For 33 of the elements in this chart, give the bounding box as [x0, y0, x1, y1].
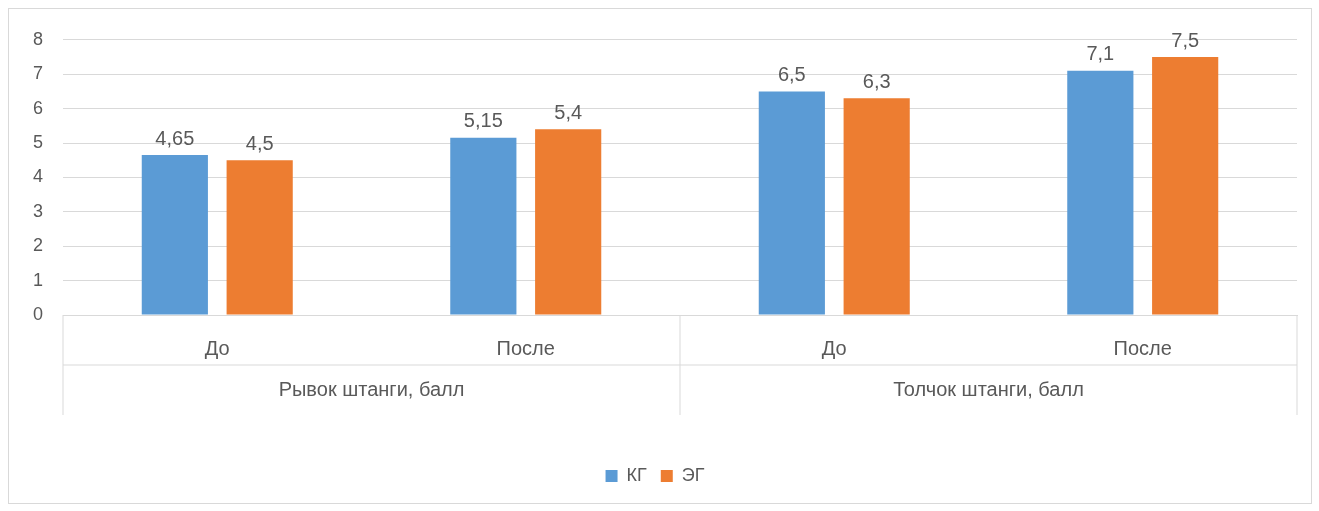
- data-label: 7,5: [1171, 28, 1200, 51]
- bar: [758, 91, 825, 315]
- data-label: 4,5: [245, 131, 274, 154]
- bar: [843, 98, 910, 315]
- data-label: 7,1: [1086, 42, 1115, 65]
- data-label: 6,3: [862, 69, 891, 92]
- data-label: 5,4: [554, 100, 583, 123]
- text: Рывок штанги, балл: [278, 377, 465, 400]
- x-tick-label: После: [1113, 336, 1172, 359]
- x-tick-label: До: [821, 336, 847, 359]
- bar: [141, 155, 208, 315]
- y-tick-label: 2: [33, 235, 44, 256]
- data-label: 6,5: [777, 62, 806, 85]
- bar: [535, 129, 602, 315]
- y-tick-label: 6: [33, 97, 44, 118]
- text: Толчок штанги, балл: [893, 377, 1084, 400]
- y-tick-label: 5: [33, 131, 44, 152]
- y-tick-label: 0: [33, 303, 44, 324]
- legend-label: КГ: [626, 464, 648, 485]
- legend-label: ЭГ: [681, 464, 705, 485]
- bar: [1152, 57, 1219, 315]
- x-tick-label: До: [204, 336, 230, 359]
- y-tick-label: 8: [33, 28, 44, 49]
- y-tick-label: 1: [33, 269, 44, 290]
- bar: [226, 160, 293, 315]
- y-tick-label: 7: [33, 63, 44, 84]
- bar: [1067, 70, 1134, 315]
- y-tick-label: 4: [33, 166, 44, 187]
- y-tick-label: 3: [33, 200, 44, 221]
- data-label: 4,65: [155, 126, 195, 149]
- x-tick-label: После: [496, 336, 555, 359]
- data-label: 5,15: [463, 109, 503, 132]
- bar: [450, 137, 517, 315]
